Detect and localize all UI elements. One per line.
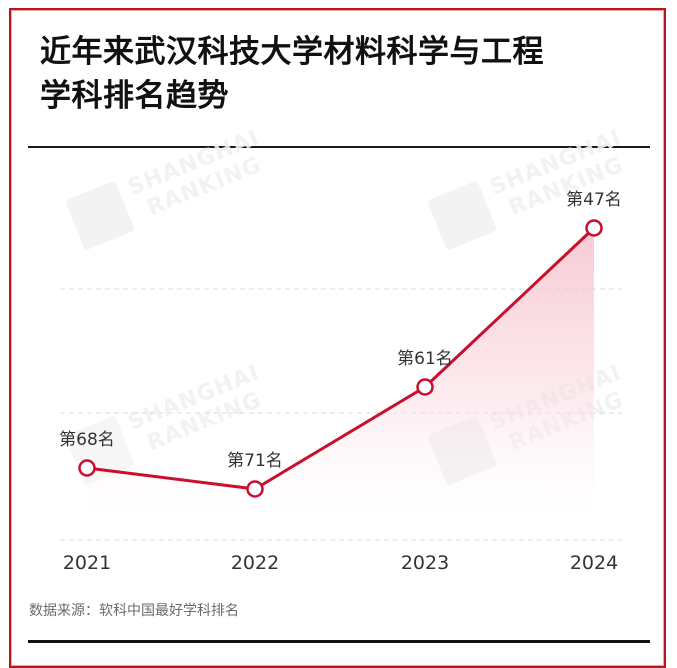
line-chart: SHANGHAI RANKING SHANGHAI RANKING SHANGH… [59, 125, 627, 574]
point-label-2022: 第71名 [227, 451, 283, 471]
point-2023[interactable] [416, 378, 434, 396]
point-labels: 第68名 第71名 第61名 第47名 [59, 190, 622, 471]
x-label-2021: 2021 [63, 552, 111, 574]
title-line-2: 学科排名趋势 [40, 78, 229, 114]
point-2022[interactable] [246, 480, 264, 498]
point-label-2021: 第68名 [59, 430, 115, 450]
title-line-1: 近年来武汉科技大学材料科学与工程 [40, 34, 544, 70]
chart-title: 近年来武汉科技大学材料科学与工程 学科排名趋势 [40, 30, 640, 118]
area-fill [87, 228, 594, 538]
point-2021[interactable] [78, 459, 96, 477]
rank-line [86, 226, 596, 491]
data-source-note: 数据来源：软科中国最好学科排名 [29, 603, 239, 619]
point-label-2024: 第47名 [566, 190, 622, 210]
data-points [78, 219, 603, 498]
x-label-2023: 2023 [401, 552, 449, 574]
header-divider [28, 146, 650, 148]
point-2024[interactable] [585, 219, 603, 237]
x-label-2024: 2024 [570, 552, 618, 574]
x-label-2022: 2022 [231, 552, 279, 574]
footer-divider [28, 640, 650, 643]
point-label-2023: 第61名 [397, 349, 453, 369]
x-axis-labels: 2021 2022 2023 2024 [63, 552, 618, 574]
